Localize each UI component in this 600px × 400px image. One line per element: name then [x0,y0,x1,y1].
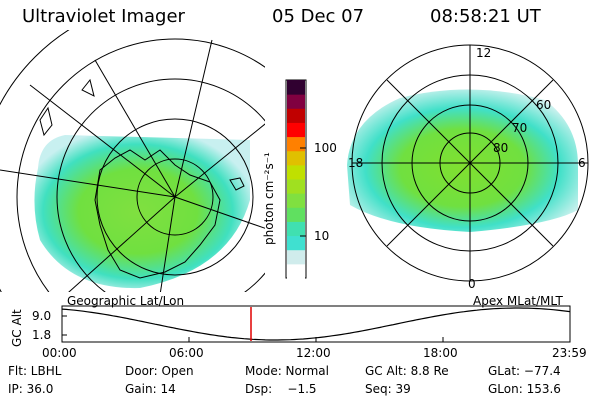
right-aurora-image [347,89,578,232]
mlt-label-12: 12 [476,46,492,60]
status-door: Door: Open [125,364,194,378]
colorbar-cell [287,263,305,279]
mlat-label-70: 70 [512,121,528,135]
lon-line [0,169,176,198]
lat-circle [96,118,254,276]
colorbar-cell [287,136,305,152]
lat-circle [136,158,214,236]
lon-line [174,39,213,198]
lon-line [174,196,265,229]
left-map-caption: Geographic Lat/Lon [67,294,185,308]
status-glat: GLat: −77.4 [488,364,561,378]
lon-line [174,123,265,198]
status-glon: GLon: 153.6 [488,382,561,396]
colorbar-cell [287,179,305,194]
altitude-plot [61,305,571,343]
lon-line [94,59,176,198]
altitude-ytick-max: 9.0 [32,309,52,323]
mlt-label-18: 18 [348,156,364,170]
status-gc-alt: GC Alt: 8.8 Re [365,364,449,378]
geographic-map [0,30,265,292]
colorbar-label: photon cm⁻²s⁻¹ [262,152,276,245]
colorbar-cell [287,249,305,265]
mlt-line [386,79,554,247]
colorbar-cell [287,122,305,138]
colorbar-cell [287,80,305,95]
status-filter: Flt: LBHL [8,364,62,378]
coast-fragment [229,177,245,191]
mlt-label-0: 0 [468,277,476,291]
altitude-xtick: 23:59 [552,346,587,360]
colorbar-tick-10: 10 [314,229,330,243]
status-gain: Gain: 14 [125,382,176,396]
coast-fragment [39,106,53,137]
lat-circle [56,78,265,292]
colorbar-cell [287,193,305,208]
date-label: 05 Dec 07 [272,6,365,27]
lon-line [159,196,176,292]
colorbar-cell [287,235,305,251]
antarctica-coastline [94,149,221,279]
colorbar-cell [287,207,305,222]
lon-line [29,84,176,198]
mlat-label-80: 80 [493,141,509,155]
mlat-label-60: 60 [536,98,552,112]
right-map-caption: Apex MLat/MLT [473,294,563,308]
mlt-label-6: 6 [578,156,586,170]
colorbar-cell [287,221,305,237]
coast-fragment [81,78,95,97]
altitude-ylabel: GC Alt [10,309,24,347]
status-mode: Mode: Normal [245,364,329,378]
altitude-xtick: 12:00 [296,346,331,360]
time-label: 08:58:21 UT [430,6,541,27]
status-seq: Seq: 39 [365,382,411,396]
magnetic-polar-map [347,44,589,282]
instrument-title: Ultraviolet Imager [22,6,185,27]
altitude-xtick: 00:00 [42,346,77,360]
status-ip: IP: 36.0 [8,382,54,396]
colorbar [285,79,307,279]
lon-line [68,196,176,292]
colorbar-cell [287,94,305,109]
status-dsp: Dsp: −1.5 [245,382,317,396]
colorbar-tick-100: 100 [314,141,337,155]
colorbar-cell [287,108,305,123]
altitude-xtick: 18:00 [423,346,458,360]
lat-circle [16,38,265,292]
altitude-xtick: 06:00 [169,346,204,360]
colorbar-cell [287,164,305,180]
altitude-ytick-min: 1.8 [32,328,52,342]
colorbar-cell [287,150,305,166]
